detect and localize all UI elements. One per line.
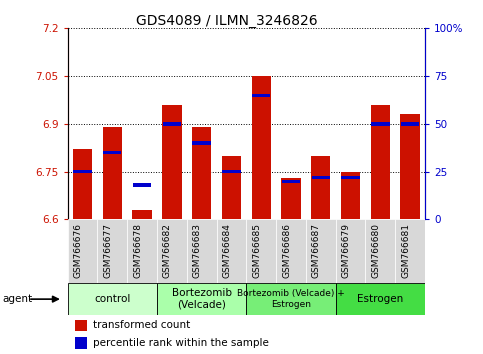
Bar bbox=[341, 172, 360, 219]
Bar bbox=[162, 105, 182, 219]
Bar bbox=[102, 127, 122, 219]
Bar bbox=[103, 151, 122, 154]
Text: GSM766686: GSM766686 bbox=[282, 223, 291, 278]
Bar bbox=[216, 219, 246, 283]
Text: percentile rank within the sample: percentile rank within the sample bbox=[93, 338, 269, 348]
Text: GDS4089 / ILMN_3246826: GDS4089 / ILMN_3246826 bbox=[136, 14, 318, 28]
Bar bbox=[252, 76, 271, 219]
Bar bbox=[336, 283, 425, 315]
Text: GSM766679: GSM766679 bbox=[341, 223, 351, 278]
Bar bbox=[311, 156, 330, 219]
Text: GSM766680: GSM766680 bbox=[371, 223, 381, 278]
Text: transformed count: transformed count bbox=[93, 320, 190, 330]
Bar bbox=[222, 170, 241, 173]
Text: Estrogen: Estrogen bbox=[357, 294, 403, 304]
Text: Bortezomib
(Velcade): Bortezomib (Velcade) bbox=[171, 288, 232, 310]
Bar bbox=[401, 122, 419, 126]
Bar bbox=[163, 122, 181, 126]
Bar bbox=[312, 176, 330, 179]
Bar bbox=[73, 170, 92, 173]
Text: GSM766677: GSM766677 bbox=[103, 223, 112, 278]
Bar bbox=[192, 127, 212, 219]
Text: control: control bbox=[94, 294, 130, 304]
Bar bbox=[68, 219, 98, 283]
Bar bbox=[370, 105, 390, 219]
Text: GSM766676: GSM766676 bbox=[73, 223, 83, 278]
Bar bbox=[132, 210, 152, 219]
Bar bbox=[366, 219, 395, 283]
Bar bbox=[157, 219, 187, 283]
Bar bbox=[222, 156, 241, 219]
Bar bbox=[75, 337, 87, 349]
Text: agent: agent bbox=[2, 294, 32, 304]
Bar bbox=[282, 179, 300, 183]
Text: Bortezomib (Velcade) +
Estrogen: Bortezomib (Velcade) + Estrogen bbox=[237, 290, 345, 309]
Bar bbox=[276, 219, 306, 283]
Bar bbox=[395, 219, 425, 283]
Bar bbox=[157, 283, 246, 315]
Bar bbox=[246, 219, 276, 283]
Text: GSM766687: GSM766687 bbox=[312, 223, 321, 278]
Bar bbox=[341, 176, 360, 179]
Text: GSM766683: GSM766683 bbox=[193, 223, 202, 278]
Bar bbox=[246, 283, 336, 315]
Text: GSM766681: GSM766681 bbox=[401, 223, 410, 278]
Bar bbox=[133, 183, 151, 187]
Bar bbox=[187, 219, 216, 283]
Bar bbox=[252, 93, 270, 97]
Text: GSM766685: GSM766685 bbox=[252, 223, 261, 278]
Text: GSM766678: GSM766678 bbox=[133, 223, 142, 278]
Text: GSM766684: GSM766684 bbox=[223, 223, 231, 278]
Bar bbox=[306, 219, 336, 283]
Bar bbox=[336, 219, 366, 283]
Bar bbox=[400, 114, 420, 219]
Bar bbox=[75, 320, 87, 331]
Bar bbox=[98, 219, 127, 283]
Bar bbox=[73, 149, 92, 219]
Bar bbox=[127, 219, 157, 283]
Bar bbox=[68, 283, 157, 315]
Bar bbox=[281, 178, 301, 219]
Bar bbox=[192, 141, 211, 145]
Bar bbox=[371, 122, 390, 126]
Text: GSM766682: GSM766682 bbox=[163, 223, 172, 278]
